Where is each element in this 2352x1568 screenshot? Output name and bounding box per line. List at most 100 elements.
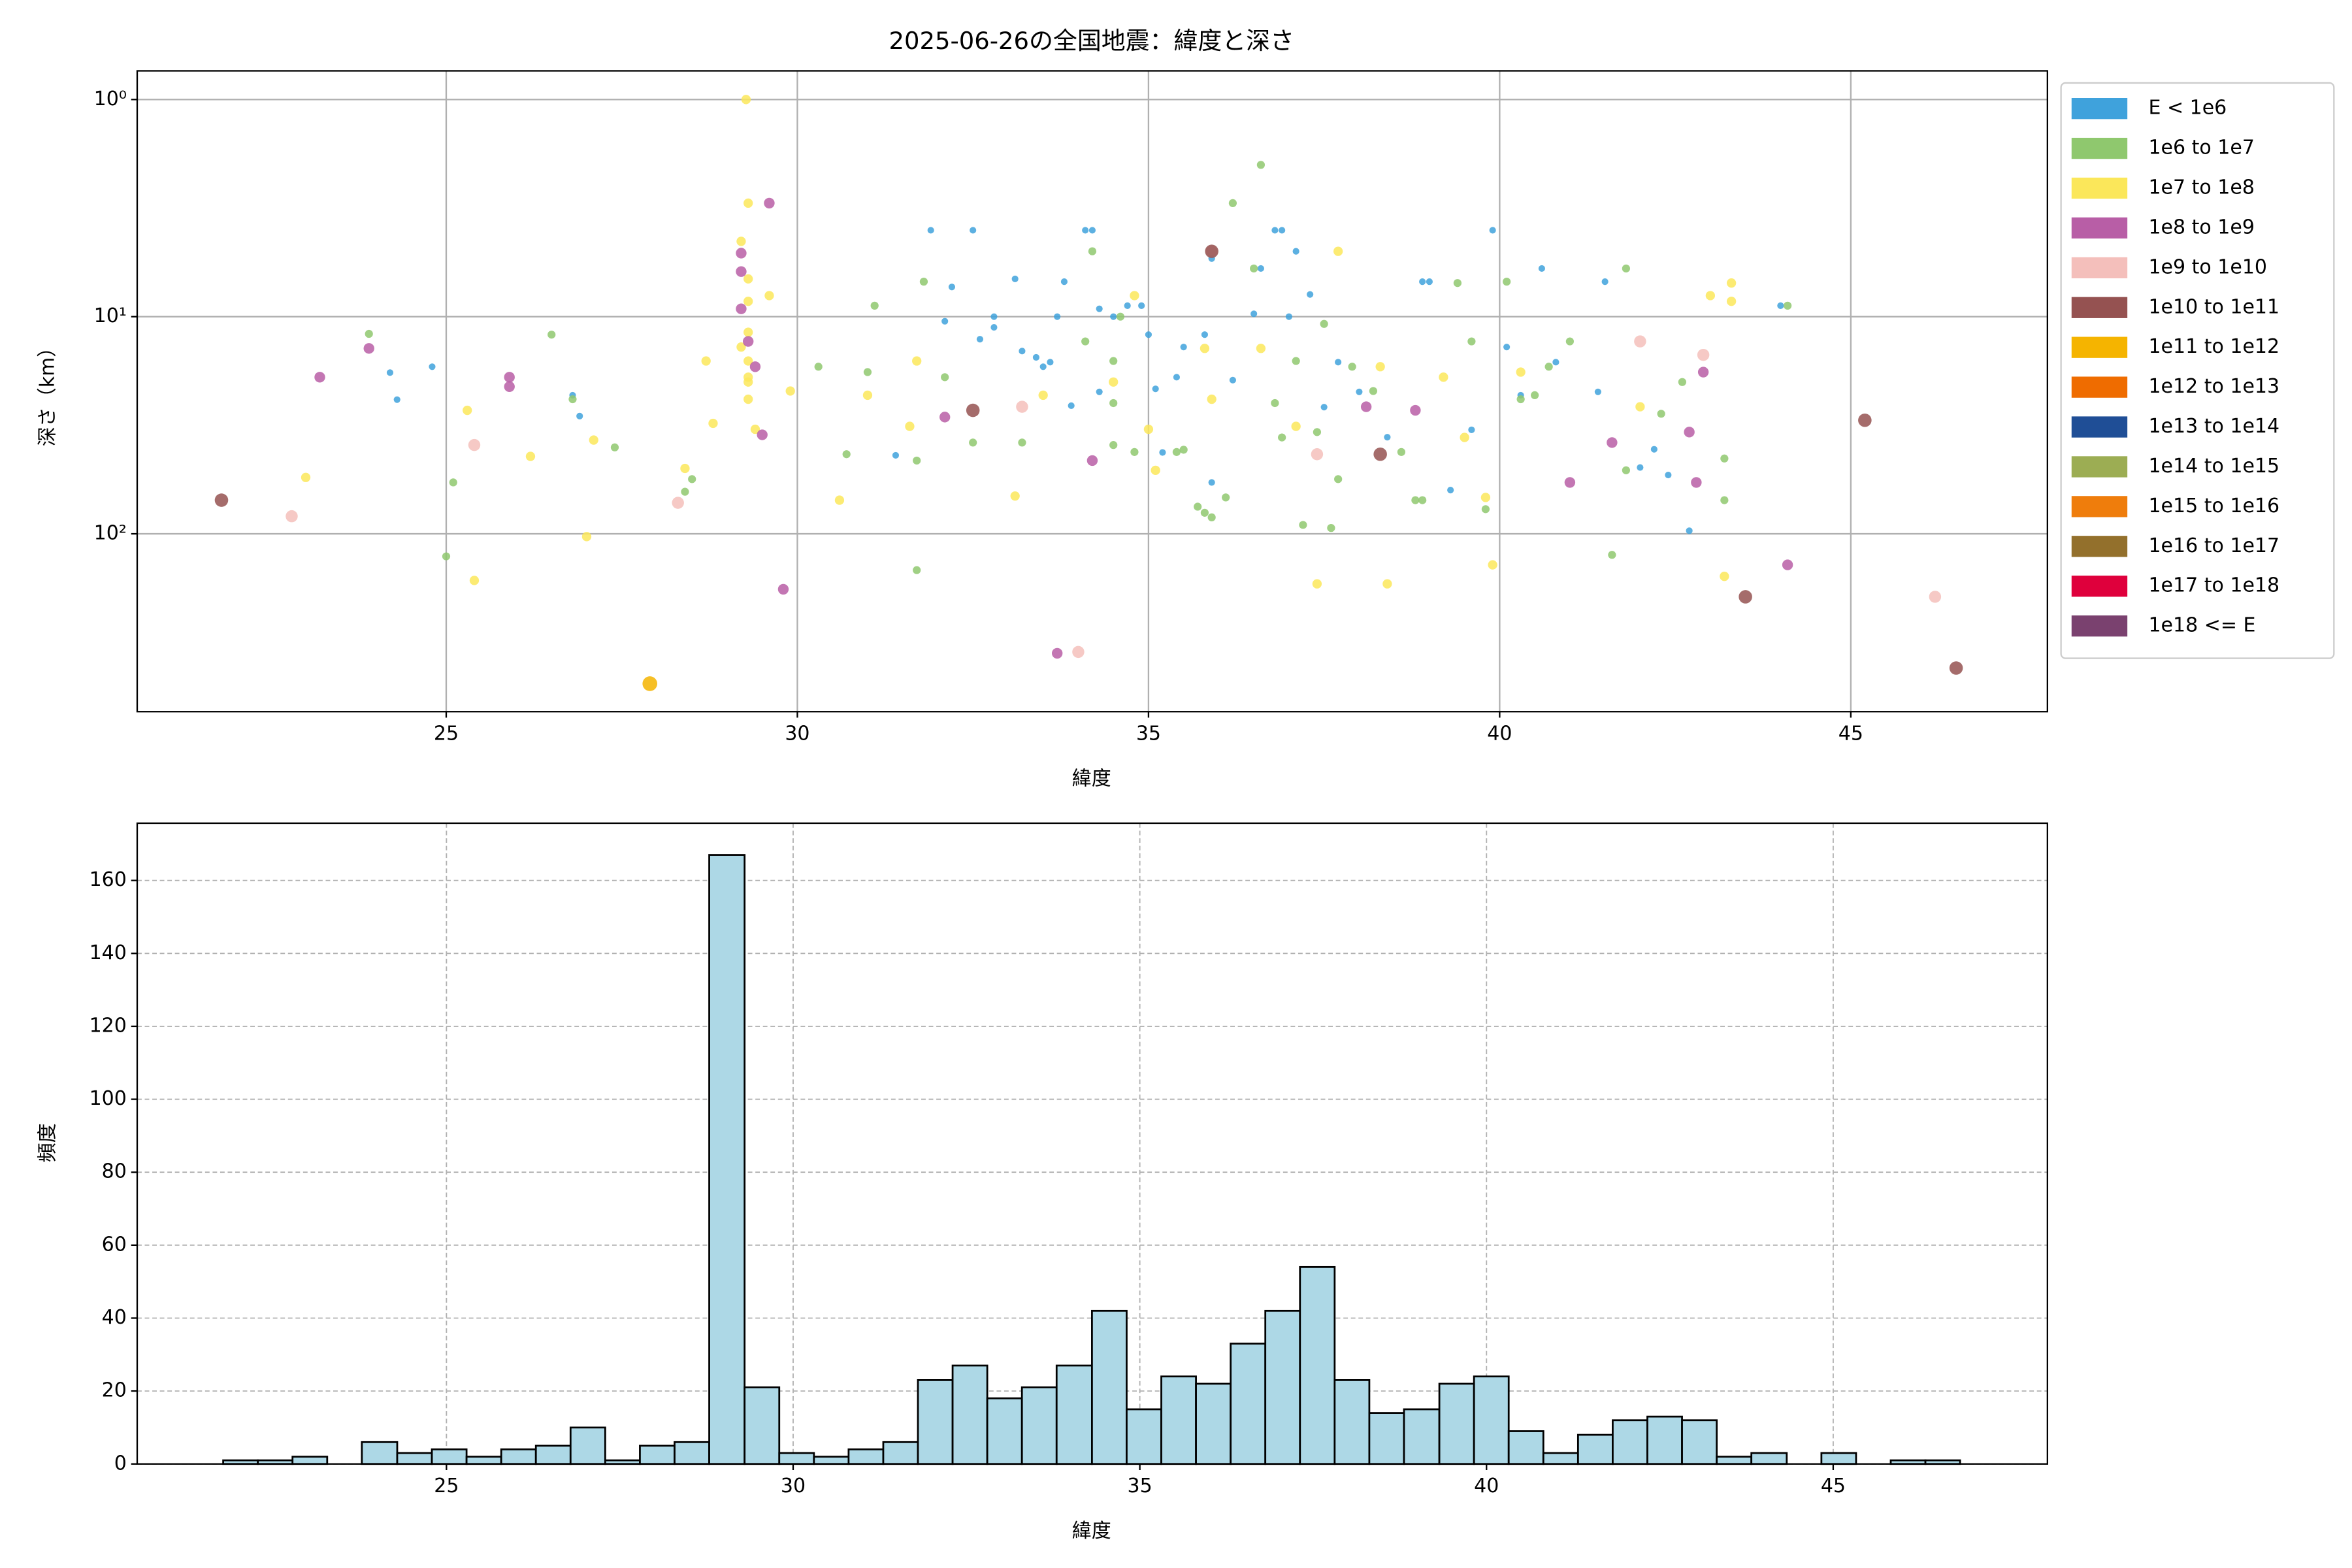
- data-point: [1594, 388, 1601, 395]
- data-point: [1109, 399, 1118, 408]
- data-point: [442, 552, 451, 561]
- bar: [639, 1445, 676, 1465]
- bar: [1264, 1309, 1301, 1465]
- bar: [1646, 1415, 1683, 1465]
- y-tick-label: 20: [102, 1379, 127, 1402]
- legend-label: 1e10 to 1e11: [2148, 295, 2279, 318]
- data-point: [941, 373, 949, 382]
- data-point: [1720, 496, 1729, 504]
- y-tick-label: 100: [90, 1087, 127, 1110]
- data-point: [1228, 199, 1237, 208]
- bar: [1230, 1343, 1267, 1465]
- data-point: [1678, 378, 1686, 386]
- data-point: [1503, 344, 1511, 351]
- data-point: [1720, 454, 1729, 463]
- data-point: [1691, 477, 1702, 488]
- data-point: [365, 329, 373, 338]
- y-tick-label: 10²: [94, 522, 127, 545]
- bar: [1473, 1375, 1510, 1465]
- data-point: [939, 412, 951, 423]
- bar: [569, 1426, 606, 1465]
- data-point: [743, 394, 753, 404]
- data-point: [905, 421, 915, 431]
- data-point: [314, 372, 325, 383]
- data-point: [1697, 348, 1710, 361]
- data-point: [589, 435, 598, 445]
- data-point: [1016, 400, 1028, 413]
- data-point: [1130, 448, 1139, 456]
- bar: [534, 1445, 572, 1465]
- data-point: [1949, 661, 1963, 675]
- bar: [1126, 1408, 1162, 1465]
- data-point: [581, 532, 592, 542]
- data-point: [429, 363, 436, 370]
- bar: [986, 1397, 1023, 1465]
- data-point: [1088, 247, 1097, 255]
- data-point: [576, 412, 583, 419]
- data-point: [1250, 264, 1258, 273]
- x-tick-label: 45: [1821, 1475, 1846, 1497]
- data-point: [680, 463, 690, 474]
- data-point: [463, 405, 472, 416]
- data-point: [1138, 302, 1145, 309]
- data-point: [1143, 424, 1154, 434]
- x-tick-label: 40: [1474, 1475, 1499, 1497]
- x-tick-label: 35: [1136, 722, 1161, 745]
- data-point: [1124, 302, 1131, 309]
- data-point: [1531, 391, 1539, 400]
- data-point: [913, 566, 921, 574]
- data-point: [743, 274, 753, 284]
- data-point: [1039, 363, 1047, 370]
- data-point: [1279, 227, 1286, 234]
- data-point: [1784, 301, 1792, 310]
- legend-swatch: [2071, 536, 2128, 557]
- data-point: [1480, 493, 1491, 502]
- x-tick-label: 30: [781, 1475, 806, 1497]
- data-point: [1051, 647, 1063, 659]
- data-point: [1205, 244, 1218, 258]
- data-point: [1697, 367, 1709, 378]
- data-point: [1447, 487, 1454, 494]
- bar: [1368, 1412, 1405, 1465]
- data-point: [1665, 471, 1672, 479]
- data-point: [1032, 353, 1040, 361]
- data-point: [1489, 227, 1496, 234]
- data-point: [862, 390, 873, 400]
- data-point: [1194, 502, 1202, 511]
- data-point: [966, 403, 980, 417]
- legend-frame: [2060, 82, 2335, 659]
- legend-swatch: [2071, 257, 2128, 278]
- data-point: [1256, 344, 1266, 353]
- data-point: [681, 487, 689, 496]
- bar: [674, 1441, 710, 1465]
- data-point: [990, 323, 998, 331]
- data-point: [468, 438, 481, 451]
- legend-swatch: [2071, 137, 2128, 159]
- data-point: [1410, 404, 1421, 416]
- data-point: [1250, 310, 1258, 318]
- y-tick-label: 160: [90, 868, 127, 891]
- data-point: [547, 331, 556, 339]
- x-tick-label: 40: [1487, 722, 1512, 745]
- data-point: [814, 363, 823, 371]
- data-point: [743, 198, 753, 208]
- data-point: [1292, 357, 1300, 365]
- y-tick-label: 40: [102, 1306, 127, 1329]
- data-point: [1348, 363, 1356, 371]
- axes-frame: [136, 822, 2048, 1465]
- data-point: [743, 372, 753, 382]
- data-point: [1782, 559, 1793, 570]
- bar: [1576, 1433, 1614, 1465]
- legend-label: 1e12 to 1e13: [2148, 375, 2279, 398]
- legend-swatch: [2071, 416, 2128, 438]
- data-point: [1411, 496, 1420, 504]
- legend: E < 1e6 1e6 to 1e7 1e7 to 1e8 1e8 to 1e9 1e9…: [2060, 82, 2335, 659]
- data-point: [892, 451, 900, 459]
- y-tick-label: 10⁰: [94, 88, 127, 110]
- data-point: [1229, 376, 1236, 384]
- data-point: [1356, 388, 1363, 395]
- bar: [465, 1456, 502, 1465]
- data-point: [1333, 246, 1343, 256]
